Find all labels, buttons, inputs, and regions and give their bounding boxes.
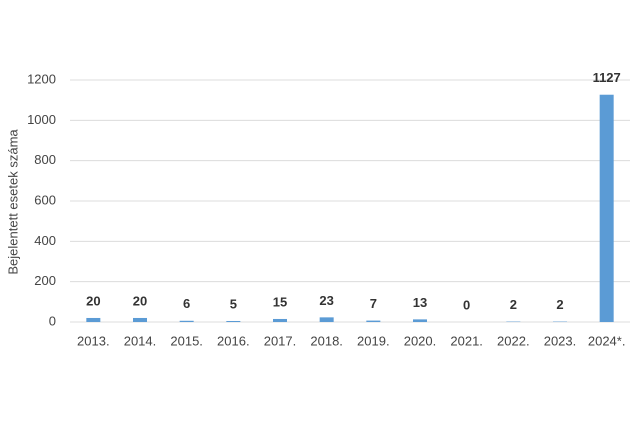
x-tick-label: 2021. bbox=[450, 333, 483, 348]
bar bbox=[366, 320, 381, 322]
x-tick-label: 2024*. bbox=[588, 333, 626, 348]
value-label: 2 bbox=[556, 297, 563, 312]
bar bbox=[86, 317, 101, 322]
bar bbox=[273, 318, 287, 322]
value-label: 20 bbox=[86, 293, 100, 308]
x-tick-label: 2022. bbox=[497, 333, 530, 348]
bar bbox=[319, 317, 334, 322]
value-label: 20 bbox=[133, 293, 147, 308]
y-tick-label: 1000 bbox=[27, 112, 56, 127]
y-tick-label: 400 bbox=[34, 233, 56, 248]
value-label: 13 bbox=[413, 295, 427, 310]
x-tick-label: 2020. bbox=[404, 333, 437, 348]
bar bbox=[179, 320, 194, 322]
x-tick-label: 2018. bbox=[310, 333, 343, 348]
y-axis-title: Bejelentett esetek száma bbox=[5, 129, 20, 275]
value-label: 23 bbox=[319, 293, 333, 308]
bar bbox=[133, 317, 147, 322]
value-label: 7 bbox=[370, 296, 377, 311]
y-tick-label: 600 bbox=[34, 192, 56, 207]
y-tick-label: 1200 bbox=[27, 71, 56, 86]
value-label: 5 bbox=[230, 296, 237, 311]
x-tick-label: 2015. bbox=[170, 333, 203, 348]
value-label: 2 bbox=[510, 297, 517, 312]
y-tick-label: 200 bbox=[34, 273, 56, 288]
x-tick-label: 2013. bbox=[77, 333, 110, 348]
value-label: 6 bbox=[183, 296, 190, 311]
value-label: 1127 bbox=[593, 70, 621, 85]
x-tick-label: 2017. bbox=[264, 333, 297, 348]
x-tick-label: 2016. bbox=[217, 333, 250, 348]
bar bbox=[599, 94, 614, 322]
value-label: 15 bbox=[273, 294, 287, 309]
bar bbox=[413, 319, 427, 322]
y-tick-label: 0 bbox=[49, 313, 56, 328]
value-label: 0 bbox=[463, 297, 470, 312]
x-tick-label: 2019. bbox=[357, 333, 390, 348]
x-tick-label: 2023. bbox=[544, 333, 577, 348]
bar bbox=[226, 320, 241, 322]
x-tick-label: 2014. bbox=[124, 333, 157, 348]
y-tick-label: 800 bbox=[34, 152, 56, 167]
